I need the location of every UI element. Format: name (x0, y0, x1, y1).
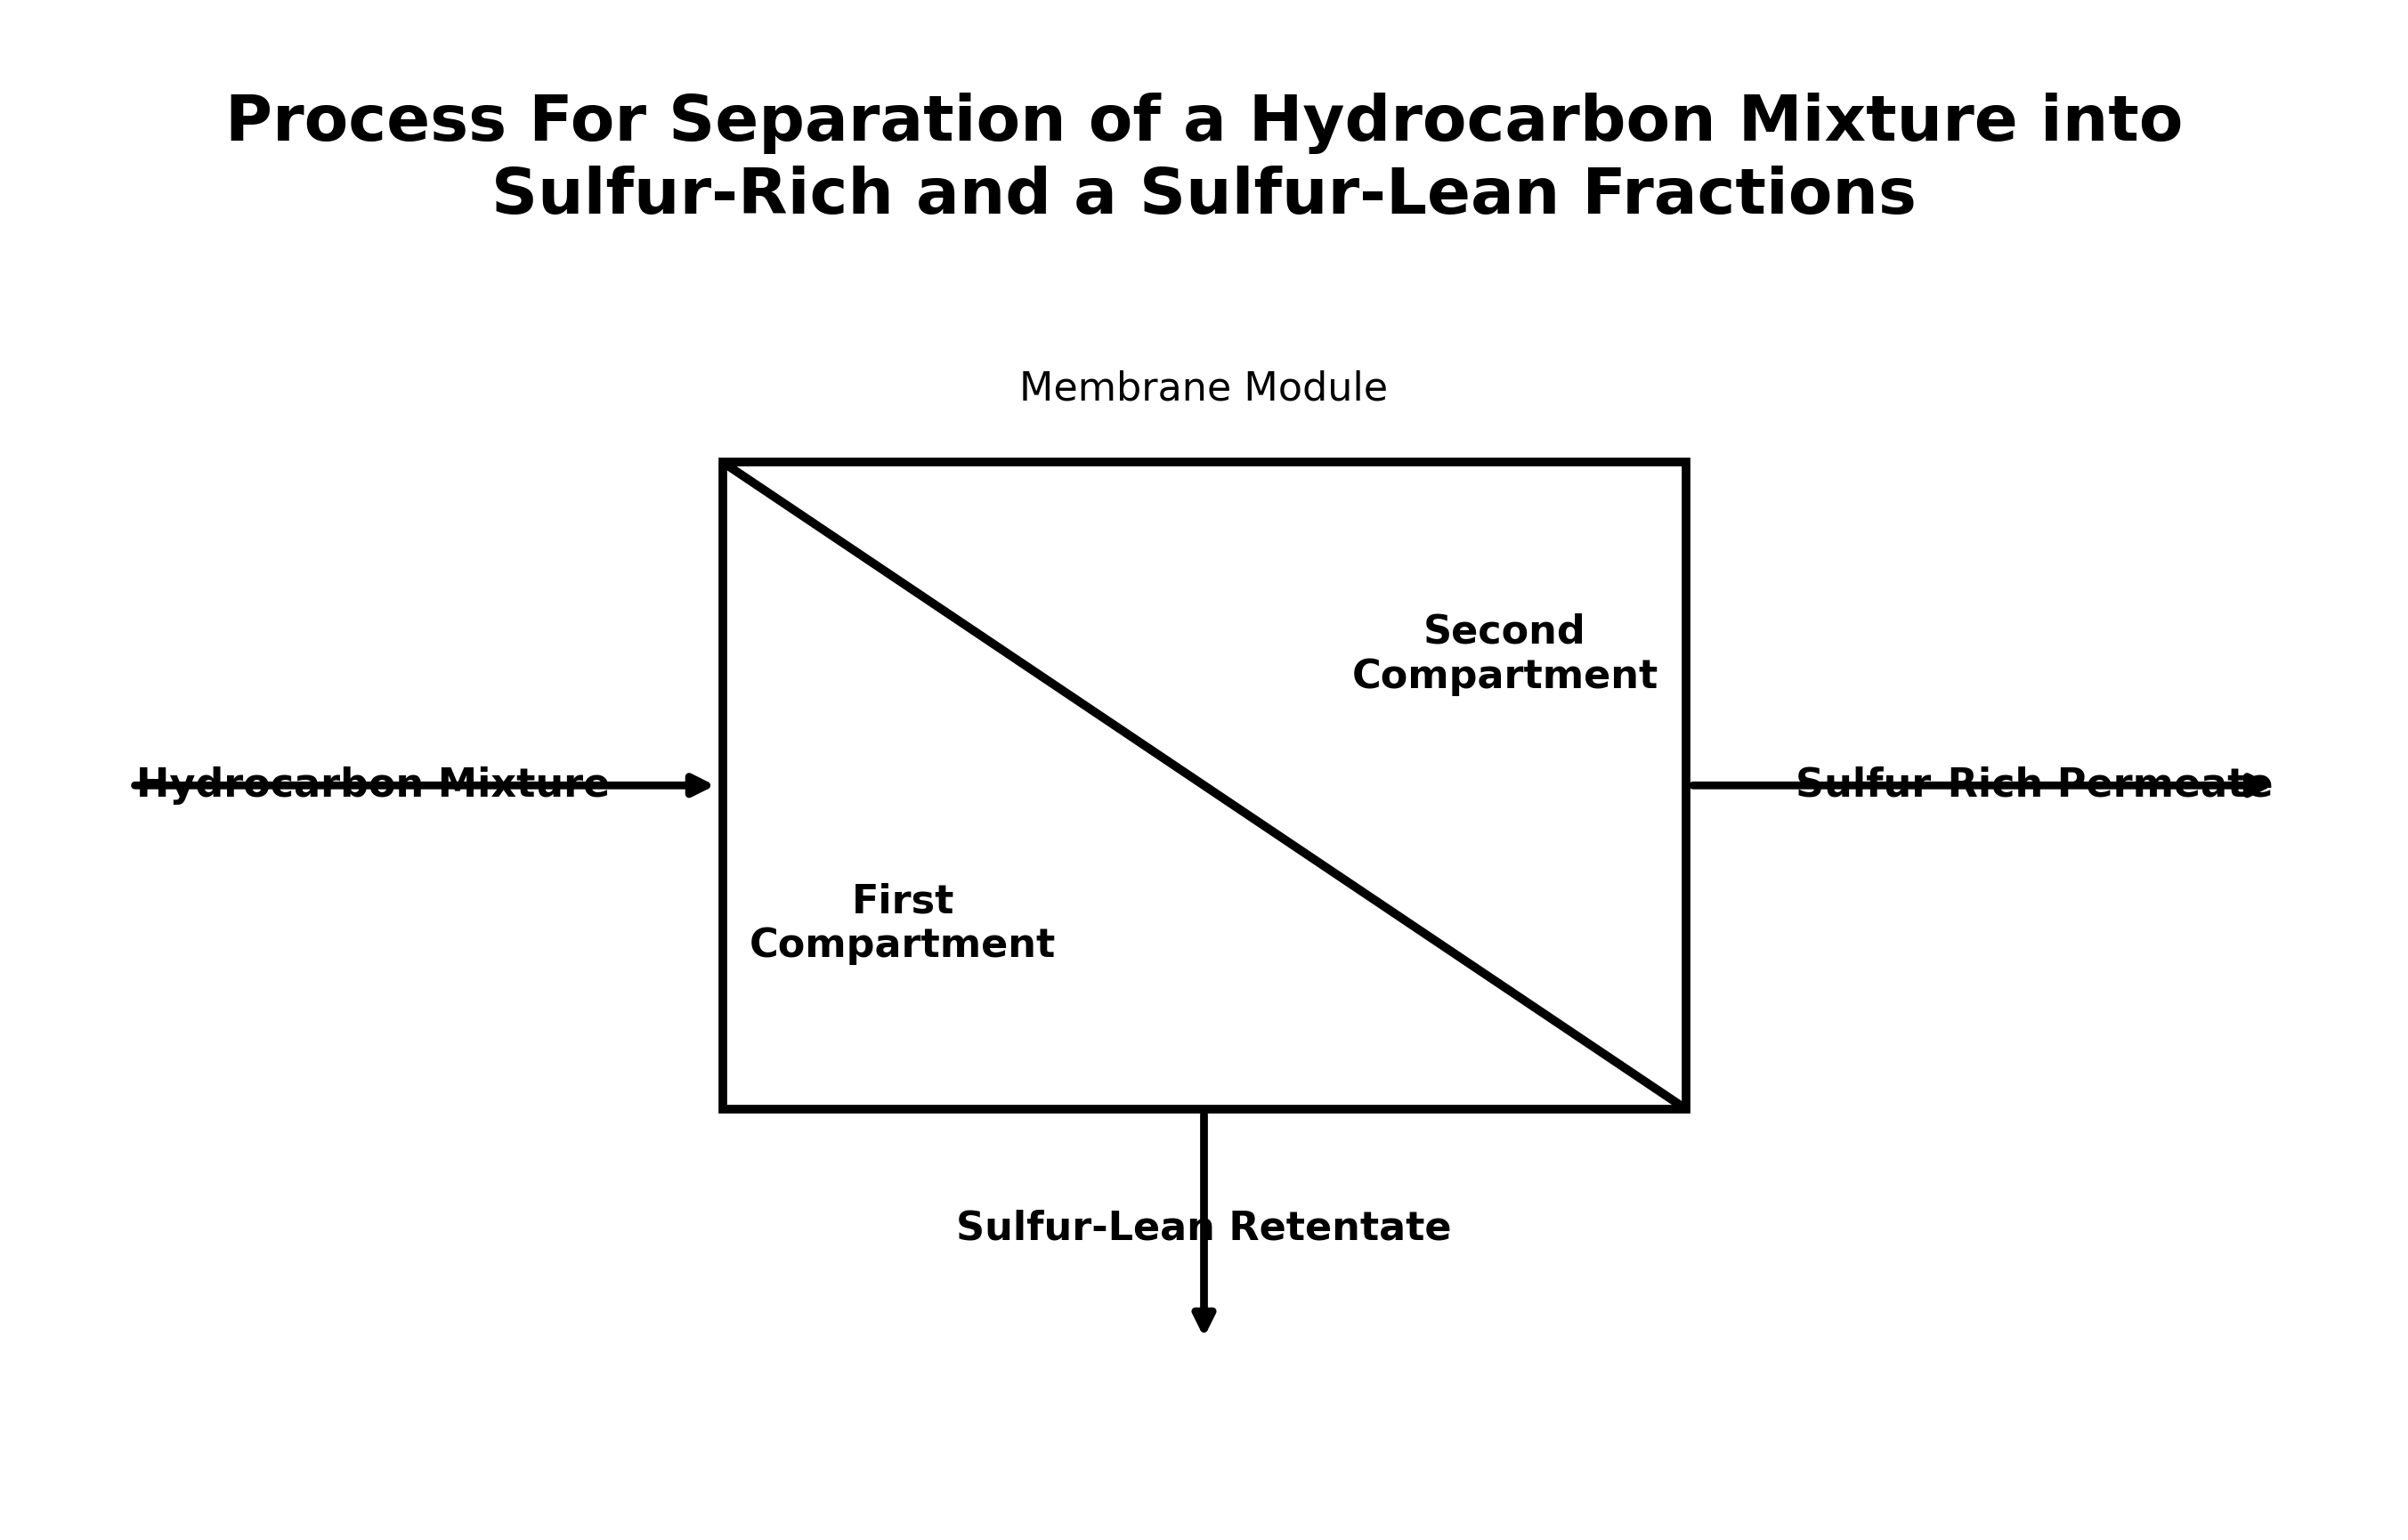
Text: Second
Compartment: Second Compartment (1351, 613, 1659, 696)
Text: Hydrocarbon Mixture: Hydrocarbon Mixture (137, 767, 609, 804)
Text: Sulfur-Lean Retentate: Sulfur-Lean Retentate (956, 1209, 1452, 1247)
Text: First
Compartment: First Compartment (749, 882, 1057, 966)
Text: Sulfur-Rich Permeate: Sulfur-Rich Permeate (1796, 767, 2273, 804)
Bar (722, 462, 1686, 1109)
Text: Membrane Module: Membrane Module (1019, 370, 1389, 408)
Text: Process For Separation of a Hydrocarbon Mixture into
Sulfur-Rich and a Sulfur-Le: Process For Separation of a Hydrocarbon … (224, 92, 2184, 228)
